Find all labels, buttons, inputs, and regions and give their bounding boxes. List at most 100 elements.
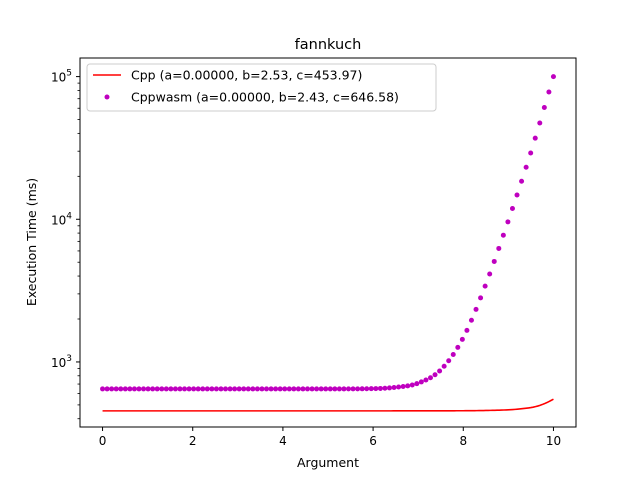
data-point bbox=[432, 372, 438, 378]
data-point bbox=[291, 386, 297, 392]
plot-area bbox=[100, 74, 556, 412]
data-point bbox=[300, 386, 306, 392]
data-point bbox=[232, 386, 238, 392]
data-point bbox=[150, 386, 156, 392]
data-point bbox=[191, 386, 197, 392]
axes-frame bbox=[79, 57, 577, 428]
data-point bbox=[122, 386, 128, 392]
y-axis-ticks: 103 104 105 bbox=[51, 69, 80, 420]
data-point bbox=[396, 384, 402, 390]
data-point bbox=[273, 386, 279, 392]
data-point bbox=[414, 381, 420, 387]
data-point bbox=[346, 386, 351, 392]
data-point bbox=[131, 386, 137, 392]
data-point bbox=[514, 192, 520, 198]
data-point bbox=[550, 74, 556, 80]
x-tick-label: 6 bbox=[369, 434, 377, 448]
data-point bbox=[236, 386, 242, 392]
data-point bbox=[218, 386, 224, 392]
data-point bbox=[427, 375, 433, 381]
y-tick-label: 103 bbox=[51, 354, 72, 370]
data-point bbox=[332, 386, 338, 392]
data-point bbox=[468, 317, 474, 323]
data-point bbox=[163, 386, 169, 392]
data-point bbox=[478, 295, 484, 301]
data-point bbox=[437, 368, 443, 374]
data-point bbox=[418, 379, 424, 385]
data-point bbox=[350, 386, 356, 392]
data-point bbox=[177, 386, 183, 392]
data-point bbox=[500, 232, 506, 238]
data-point bbox=[264, 386, 270, 392]
x-tick-label: 8 bbox=[459, 434, 467, 448]
data-point bbox=[482, 283, 488, 289]
chart-title: fannkuch bbox=[295, 37, 362, 53]
data-point bbox=[113, 386, 119, 392]
data-point bbox=[409, 382, 415, 388]
data-point bbox=[154, 386, 160, 392]
data-point bbox=[523, 164, 529, 170]
data-point bbox=[259, 386, 265, 392]
data-point bbox=[195, 386, 201, 392]
data-point bbox=[213, 386, 219, 392]
data-point bbox=[368, 386, 374, 392]
data-point bbox=[382, 385, 388, 391]
data-point bbox=[241, 386, 247, 392]
x-tick-label: 10 bbox=[546, 434, 561, 448]
legend-point-marker bbox=[104, 94, 110, 100]
data-point bbox=[145, 386, 151, 392]
data-point bbox=[309, 386, 315, 392]
data-point bbox=[268, 386, 274, 392]
data-point bbox=[455, 344, 461, 350]
y-axis-label: Execution Time (ms) bbox=[24, 178, 39, 306]
data-point bbox=[245, 386, 251, 392]
data-point bbox=[546, 89, 552, 95]
data-point bbox=[254, 386, 260, 392]
data-point bbox=[141, 386, 147, 392]
data-point bbox=[355, 386, 361, 392]
x-tick-label: 0 bbox=[99, 434, 107, 448]
data-point bbox=[532, 135, 538, 141]
data-point bbox=[159, 386, 165, 392]
data-point bbox=[314, 386, 320, 392]
data-point bbox=[118, 386, 124, 392]
data-point bbox=[537, 120, 543, 126]
data-point bbox=[136, 386, 142, 392]
data-point bbox=[364, 386, 370, 392]
legend-box bbox=[86, 63, 437, 112]
series-line-cpp bbox=[102, 398, 554, 412]
data-point bbox=[528, 150, 534, 156]
series-1 bbox=[100, 74, 556, 392]
data-point bbox=[200, 386, 206, 392]
data-point bbox=[318, 386, 324, 392]
data-point bbox=[223, 386, 229, 392]
data-point bbox=[450, 351, 456, 357]
y-tick-label: 104 bbox=[51, 211, 72, 227]
data-point bbox=[400, 383, 406, 389]
data-point bbox=[100, 386, 106, 392]
data-point bbox=[186, 386, 192, 392]
data-point bbox=[182, 386, 188, 392]
data-point bbox=[127, 386, 133, 392]
data-point bbox=[109, 386, 115, 392]
data-point bbox=[295, 386, 301, 392]
x-tick-label: 4 bbox=[279, 434, 287, 448]
data-point bbox=[204, 386, 210, 392]
x-tick-label: 2 bbox=[189, 434, 197, 448]
data-point bbox=[459, 336, 465, 342]
data-point bbox=[441, 363, 447, 369]
data-point bbox=[491, 258, 497, 264]
data-point bbox=[391, 385, 397, 391]
data-point bbox=[519, 178, 525, 184]
data-point bbox=[327, 386, 333, 392]
data-point bbox=[282, 386, 288, 392]
x-axis-ticks: 0 2 4 6 8 10 bbox=[99, 427, 561, 448]
data-point bbox=[359, 386, 365, 392]
data-point bbox=[277, 386, 283, 392]
data-point bbox=[423, 377, 429, 383]
data-point bbox=[505, 219, 511, 225]
data-point bbox=[104, 386, 110, 392]
data-point bbox=[286, 386, 292, 392]
data-point bbox=[336, 386, 342, 392]
